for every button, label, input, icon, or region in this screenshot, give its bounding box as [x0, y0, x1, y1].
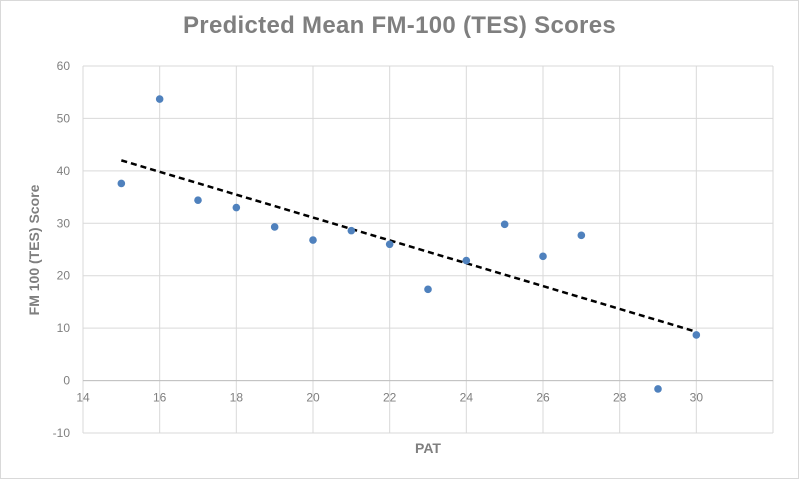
data-point	[424, 285, 432, 294]
y-tick-label: 50	[57, 111, 71, 125]
x-tick-label: 30	[690, 391, 704, 405]
y-tick-label: 60	[57, 59, 71, 73]
data-points	[117, 95, 701, 393]
data-point	[117, 179, 126, 188]
data-point	[385, 240, 394, 249]
y-tick-label: 40	[57, 164, 71, 178]
x-tick-label: 24	[460, 391, 474, 405]
x-tick-label: 28	[613, 391, 627, 405]
data-point	[232, 203, 241, 212]
data-point	[309, 236, 317, 244]
data-point	[539, 252, 547, 261]
data-point	[347, 226, 356, 235]
data-point	[500, 220, 509, 229]
data-point	[692, 331, 701, 339]
grid-lines	[82, 65, 774, 434]
y-tick-label: -10	[53, 426, 71, 440]
x-tick-labels: 14 16 18 20 22 24 26 28 30	[76, 391, 703, 405]
data-point	[194, 196, 202, 205]
x-axis-title: PAT	[415, 440, 441, 456]
x-tick-label: 26	[536, 391, 550, 405]
data-point	[155, 95, 164, 103]
data-point	[654, 385, 662, 393]
y-tick-labels: -10 0 10 20 30 40 50 60	[53, 59, 71, 440]
x-tick-label: 22	[383, 391, 397, 405]
y-tick-label: 10	[57, 321, 71, 335]
y-tick-label: 30	[57, 216, 71, 230]
x-tick-label: 14	[76, 391, 90, 405]
data-point	[270, 223, 279, 231]
linear-trendline	[120, 159, 697, 334]
x-tick-label: 16	[153, 391, 167, 405]
trendline-layer	[120, 159, 697, 334]
y-tick-label: 0	[63, 374, 70, 388]
x-tick-label: 18	[230, 391, 244, 405]
x-tick-label: 20	[306, 391, 320, 405]
chart-title: Predicted Mean FM-100 (TES) Scores	[183, 12, 616, 39]
y-tick-label: 20	[57, 269, 71, 283]
data-point	[462, 256, 471, 265]
data-point	[577, 231, 586, 240]
y-axis-title: FM 100 (TES) Score	[26, 184, 42, 315]
